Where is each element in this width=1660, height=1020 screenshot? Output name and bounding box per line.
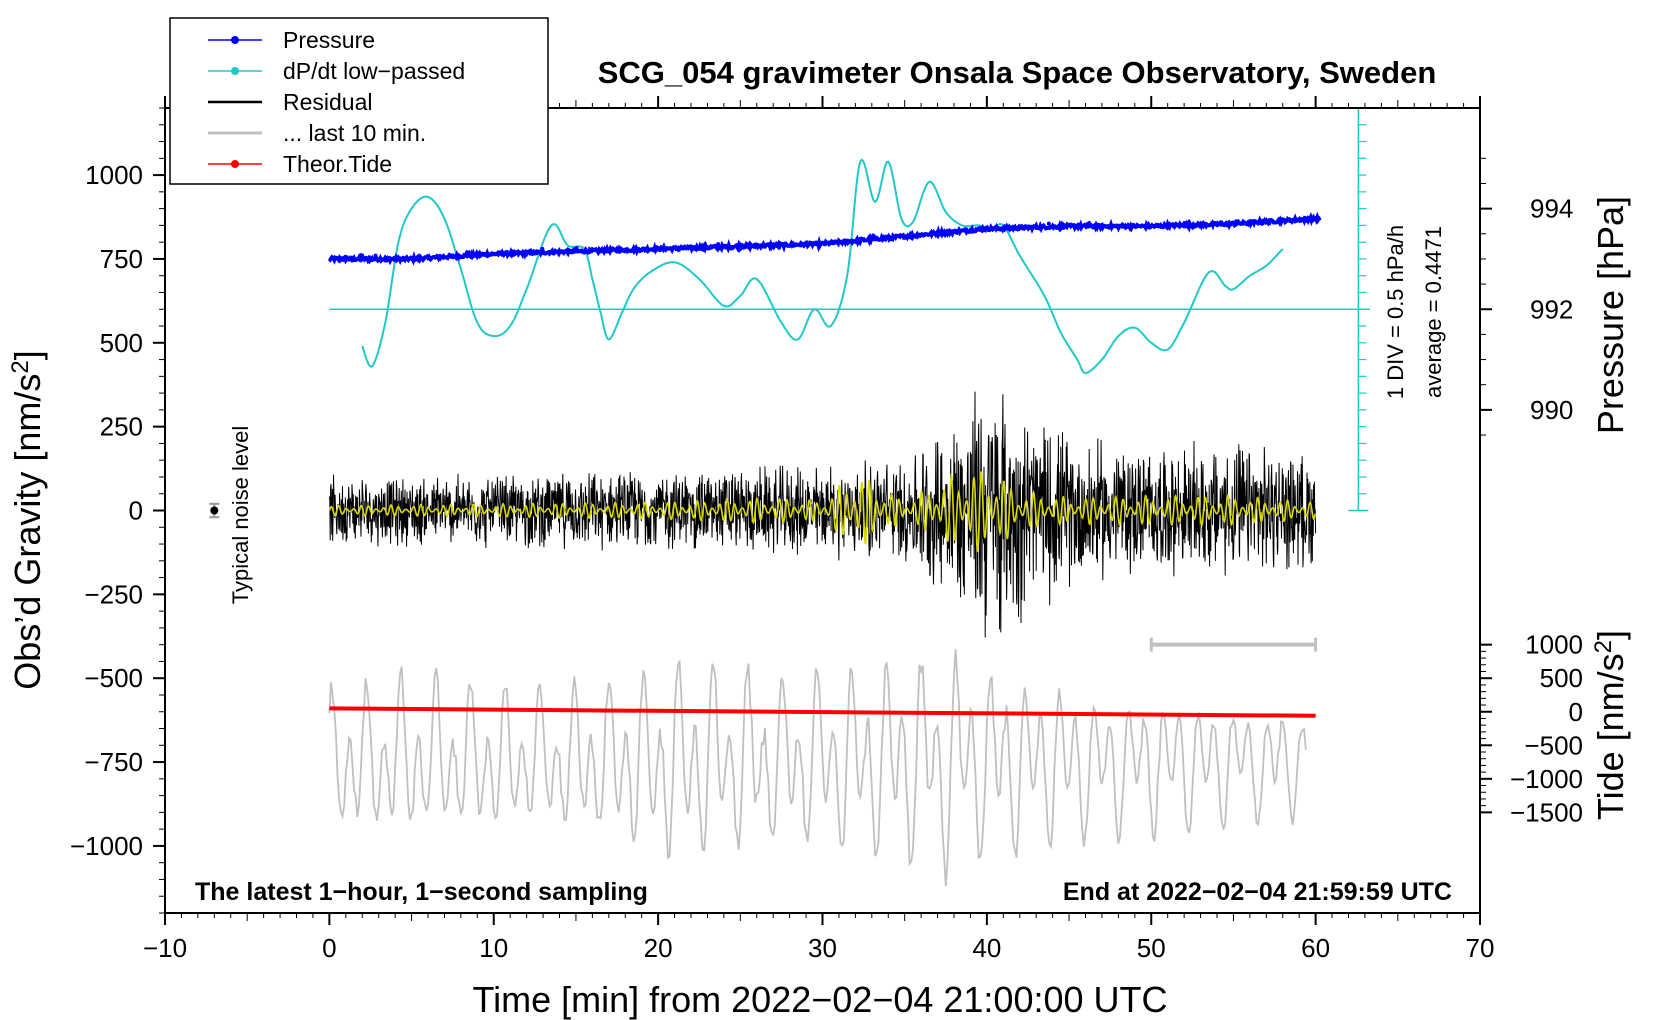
series-pressure-line xyxy=(327,211,1322,266)
legend-swatch-marker xyxy=(231,36,239,44)
pressure-tick-label: 990 xyxy=(1530,395,1573,425)
tide-tick-label: 0 xyxy=(1569,697,1583,727)
chart-title: SCG_054 gravimeter Onsala Space Observat… xyxy=(598,55,1437,90)
y-tick-label: −250 xyxy=(84,579,143,609)
series-pressure-point xyxy=(866,238,871,243)
series-pressure-point xyxy=(716,242,721,247)
series-pressure xyxy=(327,211,1322,266)
series-pressure-point xyxy=(511,252,516,257)
series-pressure-point xyxy=(358,253,363,258)
legend-items: Pressure dP/dt low−passed Residual ... last… xyxy=(208,27,465,177)
series-pressure-point xyxy=(373,253,378,258)
series-pressure-point xyxy=(500,250,505,255)
series-pressure-point xyxy=(799,243,804,248)
series-pressure-point xyxy=(1234,219,1239,224)
tide-tick-label: 1000 xyxy=(1525,630,1583,660)
series-pressure-point xyxy=(1071,223,1076,228)
series-pressure-point xyxy=(384,258,389,263)
series-pressure-point xyxy=(1259,221,1264,226)
series-pressure-point xyxy=(540,246,545,251)
labels-layer: −10 0 10 20 30 40 50 60 70 1000 750 500 250 0 −250 −500… xyxy=(70,160,1583,963)
legend-swatch-marker xyxy=(231,160,239,168)
x-tick-label: −10 xyxy=(143,933,187,963)
x-tick-label: 10 xyxy=(479,933,508,963)
legend-label: dP/dt low−passed xyxy=(283,58,465,84)
x-tick-label: 60 xyxy=(1301,933,1330,963)
end-time-note: End at 2022−02−04 21:59:59 UTC xyxy=(1063,878,1452,906)
x-tick-label: 0 xyxy=(322,933,336,963)
tide-tick-label: −1000 xyxy=(1510,764,1583,794)
x-tick-label: 30 xyxy=(808,933,837,963)
noise-level-label: Typical noise level xyxy=(228,426,253,605)
data-layer xyxy=(209,107,1370,887)
series-pressure-point xyxy=(761,242,766,247)
series-pressure-point xyxy=(574,246,579,251)
series-pressure-point xyxy=(676,247,681,252)
legend-swatch-marker xyxy=(231,67,239,75)
y-tick-label: 750 xyxy=(100,244,143,274)
noise-point xyxy=(210,506,219,515)
series-pressure-point xyxy=(1295,218,1300,223)
y-axis-label-pressure: Pressure [hPa] xyxy=(1590,196,1631,434)
series-pressure-point xyxy=(889,237,894,242)
x-tick-label: 50 xyxy=(1137,933,1166,963)
tide-tick-label: −1500 xyxy=(1510,797,1583,827)
series-pressure-point xyxy=(849,238,854,243)
y-tick-label: −500 xyxy=(84,663,143,693)
series-pressure-point xyxy=(1028,225,1033,230)
y-tick-label: 1000 xyxy=(85,160,143,190)
legend-label: ... last 10 min. xyxy=(283,120,426,146)
sampling-note: The latest 1−hour, 1−second sampling xyxy=(195,878,648,906)
series-residual-line xyxy=(328,391,1317,638)
x-axis-label: Time [min] from 2022−02−04 21:00:00 UTC xyxy=(472,979,1167,1020)
legend-label: Pressure xyxy=(283,27,375,53)
series-last10-line xyxy=(328,649,1307,887)
series-pressure-point xyxy=(487,252,492,257)
legend: Pressure dP/dt low−passed Residual ... last… xyxy=(169,17,549,185)
y-tick-label: −750 xyxy=(84,747,143,777)
series-pressure-point xyxy=(343,254,348,259)
series-pressure-point xyxy=(533,250,538,255)
y-tick-label: −1000 xyxy=(70,831,143,861)
y-tick-label: 250 xyxy=(100,412,143,442)
pressure-tick-label: 994 xyxy=(1530,194,1573,224)
series-pressure-point xyxy=(871,233,876,238)
x-tick-label: 20 xyxy=(644,933,673,963)
y-axis-label-gravity: Obs’d Gravity [nm/s2] xyxy=(7,350,48,689)
tide-tick-label: −500 xyxy=(1524,730,1583,760)
tide-tick-label: 500 xyxy=(1540,663,1583,693)
rate-div-label: 1 DIV = 0.5 hPa/h xyxy=(1383,225,1408,399)
y-tick-label: 0 xyxy=(129,496,143,526)
x-tick-label: 70 xyxy=(1466,933,1495,963)
series-pressure-point xyxy=(739,243,744,248)
series-pressure-point xyxy=(1106,225,1111,230)
x-tick-label: 40 xyxy=(972,933,1001,963)
y-tick-label: 500 xyxy=(100,328,143,358)
y-axis-label-tide: Tide [nm/s2] xyxy=(1590,630,1631,820)
series-pressure-point xyxy=(464,250,469,255)
series-lowpass-residual-line xyxy=(328,471,1316,553)
series-pressure-point xyxy=(1046,221,1051,226)
series-dpdt-line xyxy=(361,158,1284,375)
series-tide-line xyxy=(329,706,1316,718)
pressure-tick-label: 992 xyxy=(1530,294,1573,324)
series-pressure-point xyxy=(1182,220,1187,225)
legend-label: Theor.Tide xyxy=(283,151,392,177)
legend-label: Residual xyxy=(283,89,373,115)
series-pressure-point xyxy=(1098,225,1103,230)
series-pressure-point xyxy=(350,258,355,263)
series-pressure-point xyxy=(1087,221,1092,226)
series-pressure-point xyxy=(804,240,809,245)
rate-average-label: average = 0.4471 xyxy=(1421,226,1446,398)
